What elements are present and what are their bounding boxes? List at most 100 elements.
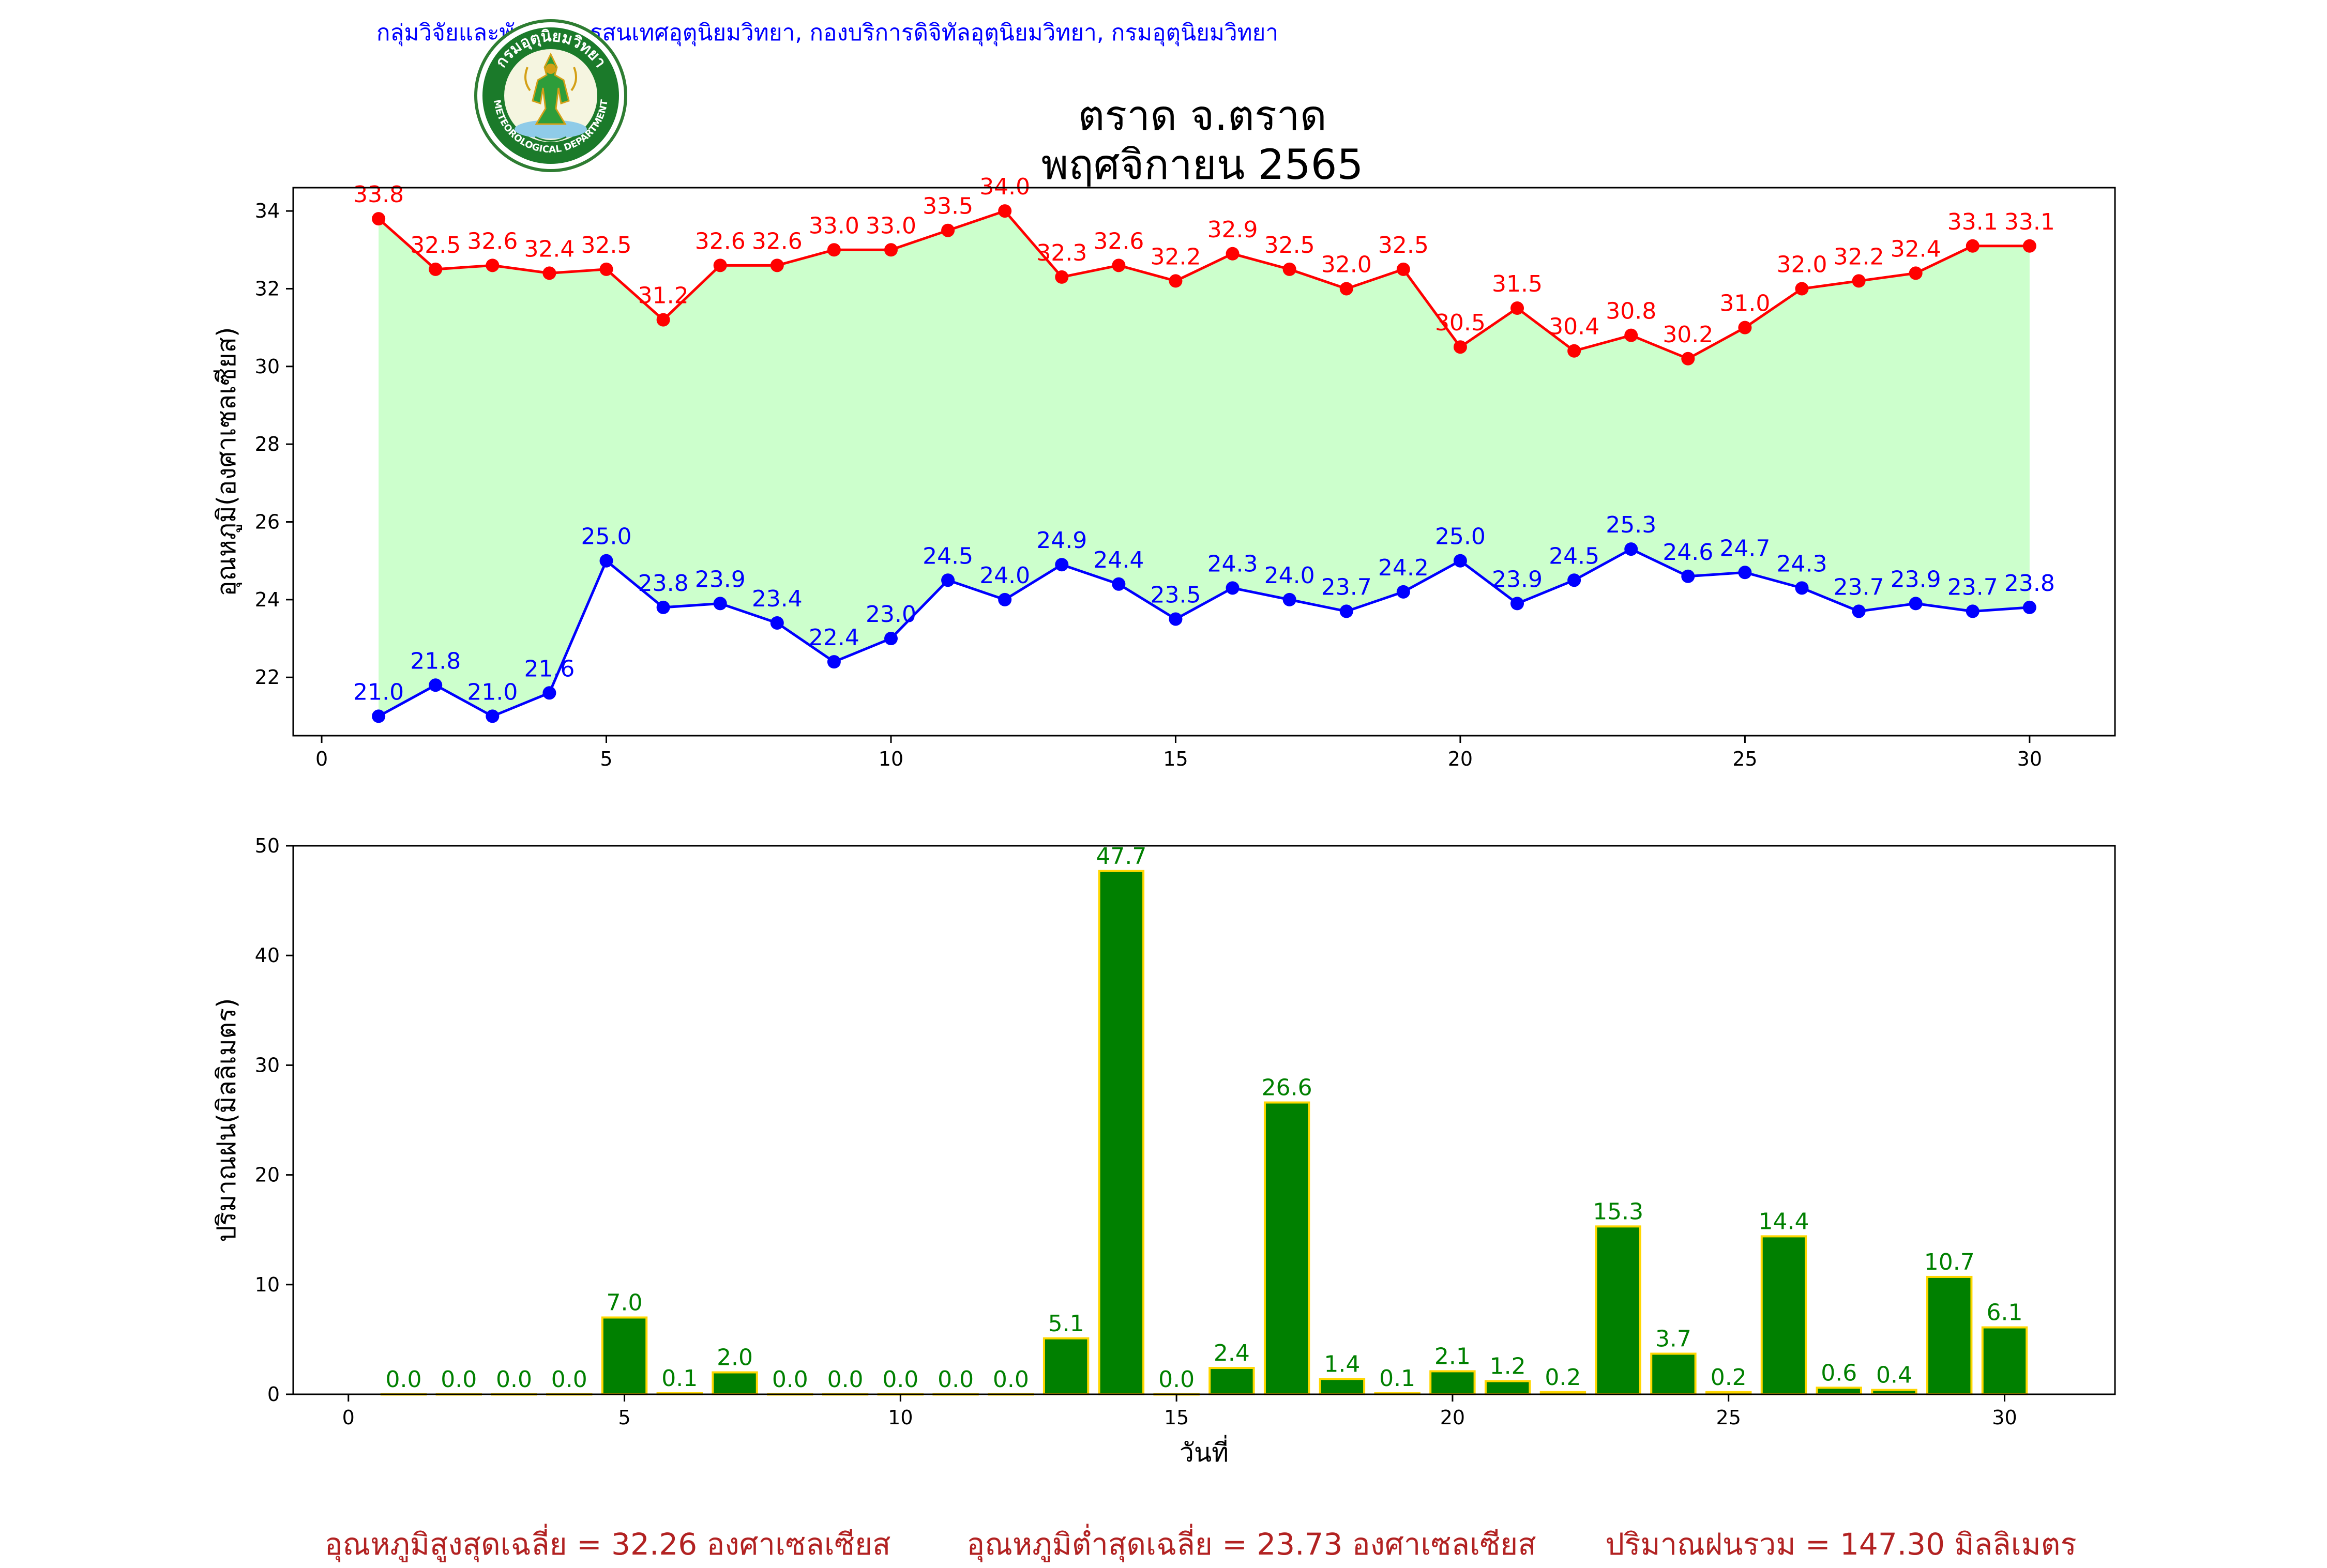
max-temperature-point (1282, 262, 1296, 276)
rainfall-y-tick-label: 10 (255, 1273, 280, 1296)
min-temperature-label: 23.8 (638, 570, 689, 597)
max-temperature-label: 32.0 (1777, 251, 1827, 278)
max-temperature-label: 32.6 (752, 228, 803, 254)
min-temperature-label: 24.4 (1093, 547, 1144, 573)
rainfall-y-tick-label: 40 (255, 944, 280, 967)
max-temperature-label: 30.5 (1435, 310, 1486, 336)
rainfall-bar-label: 0.6 (1821, 1360, 1857, 1386)
temperature-y-tick-label: 32 (255, 277, 280, 300)
min-temperature-point (1624, 542, 1638, 556)
max-temperature-label: 32.3 (1036, 240, 1087, 266)
rainfall-x-tick-label: 0 (342, 1406, 355, 1429)
rainfall-bars (380, 870, 2028, 1396)
temperature-y-ticks: 22 24 26 28 30 32 34 (255, 200, 293, 689)
rainfall-bar-label: 2.0 (717, 1345, 753, 1371)
max-temperature-point (1738, 321, 1752, 334)
rainfall-bar-label: 1.4 (1324, 1351, 1360, 1377)
rainfall-bar-label: 0.0 (386, 1366, 422, 1393)
temperature-points (372, 204, 2036, 723)
temperature-x-tick-label: 25 (1732, 748, 1757, 770)
min-temperature-label: 22.4 (809, 625, 859, 651)
rainfall-x-tick-label: 20 (1440, 1406, 1465, 1429)
min-temperature-point (1226, 581, 1240, 595)
min-temperature-label: 23.7 (1834, 574, 1884, 600)
temperature-x-tick-label: 5 (600, 748, 612, 770)
min-temperature-label: 23.0 (866, 601, 916, 628)
max-temperature-point (2022, 239, 2036, 253)
temperature-range-fill (379, 211, 2030, 717)
max-temperature-point (1339, 282, 1353, 296)
temperature-y-tick-label: 30 (255, 355, 280, 378)
max-temperature-label: 33.1 (1947, 209, 1998, 235)
temperature-x-ticks: 0 5 10 15 20 25 30 (315, 736, 2042, 770)
min-temperature-point (2022, 600, 2036, 614)
min-temperature-point (998, 592, 1012, 606)
max-temperature-point (1795, 282, 1809, 296)
max-temperature-label: 32.5 (410, 232, 461, 258)
max-temperature-label: 32.5 (581, 232, 632, 258)
min-temperature-point (827, 655, 841, 669)
temperature-chart: 33.832.5 32.6 32.4 32.531.232.6 32.633.0 33.0… (211, 174, 2116, 770)
rainfall-bar (1650, 1352, 1697, 1396)
temperature-lines (377, 209, 2030, 718)
max-temperature-label: 32.9 (1207, 217, 1258, 243)
min-temperature-label: 21.0 (467, 679, 518, 705)
min-temperature-label: 25.0 (581, 524, 632, 550)
rainfall-bar (1926, 1275, 1973, 1396)
min-temperature-label: 23.5 (1150, 582, 1201, 608)
rainfall-bar-label: 0.0 (993, 1366, 1029, 1393)
rainfall-bar (1816, 1387, 1862, 1396)
min-temperature-point (1966, 604, 1980, 618)
rainfall-bar-label: 7.0 (607, 1289, 643, 1316)
min-temperature-point (1681, 569, 1695, 583)
max-temperature-point (998, 204, 1012, 218)
temperature-y-tick-label: 28 (255, 433, 280, 455)
max-temperature-point (1510, 301, 1524, 315)
footer-avg-max-temp: อุณหภูมิสูงสุดเฉลี่ย = 32.26 องศาเซลเซีย… (324, 1527, 891, 1562)
min-temperature-point (941, 573, 955, 587)
rainfall-y-tick-label: 20 (255, 1164, 280, 1186)
min-temperature-label: 24.3 (1207, 551, 1258, 577)
rainfall-bar-label: 0.0 (551, 1366, 587, 1393)
max-temperature-label: 32.5 (1378, 232, 1429, 258)
rainfall-x-tick-label: 25 (1716, 1406, 1741, 1429)
min-temperature-point (542, 686, 556, 700)
min-temperature-point (372, 709, 386, 723)
min-temperature-point (713, 597, 727, 611)
chart-title-line2: พฤศจิกายน 2565 (1041, 141, 1364, 189)
min-temperature-label: 24.5 (1549, 543, 1599, 569)
temperature-x-tick-label: 30 (2017, 748, 2042, 770)
min-temperature-label: 21.0 (353, 679, 404, 705)
rainfall-bar-label: 14.4 (1758, 1208, 1809, 1235)
max-temperature-label: 31.0 (1719, 291, 1770, 317)
max-temperature-label: 33.8 (353, 181, 404, 208)
rainfall-bar-label: 0.1 (1379, 1365, 1415, 1392)
min-temperature-point (1169, 612, 1183, 626)
min-temperature-point (1112, 577, 1126, 591)
max-temperature-point (1055, 270, 1069, 284)
min-temperature-label: 23.9 (1891, 566, 1941, 592)
min-temperature-label: 25.3 (1606, 512, 1656, 538)
rainfall-bar-label: 0.2 (1711, 1364, 1747, 1391)
rainfall-bar (1098, 870, 1145, 1395)
min-temperature-label: 23.7 (1321, 574, 1372, 600)
temperature-range-band (379, 211, 2030, 717)
rainfall-bar (1208, 1367, 1255, 1396)
rainfall-bar-label: 0.0 (827, 1366, 864, 1393)
rainfall-bar-label: 2.1 (1434, 1343, 1471, 1369)
max-temperature-point (941, 223, 955, 237)
max-temperature-label: 32.6 (1093, 228, 1144, 254)
rainfall-bar (1319, 1378, 1366, 1395)
min-temperature-point (599, 554, 613, 568)
meteorological-department-seal-icon: กรมอุตุนิยมวิทยา METEOROLOGICAL DEPARTME… (474, 19, 627, 172)
rainfall-x-tick-label: 5 (618, 1406, 630, 1429)
rainfall-data-labels: 0.0 0.0 0.0 0.0 7.0 0.1 2.0 0.0 0.0 0.0 0.0 0.0 5.1 4… (386, 843, 2023, 1393)
min-temperature-label: 24.6 (1663, 539, 1713, 566)
min-temperature-point (1852, 604, 1866, 618)
min-temperature-label: 21.6 (524, 656, 575, 682)
max-temperature-point (1909, 266, 1923, 280)
min-temperature-label: 23.7 (1947, 574, 1998, 600)
min-temperature-label: 24.0 (979, 562, 1030, 589)
max-temperature-point (1169, 274, 1183, 288)
min-temperature-label: 23.9 (695, 566, 746, 592)
